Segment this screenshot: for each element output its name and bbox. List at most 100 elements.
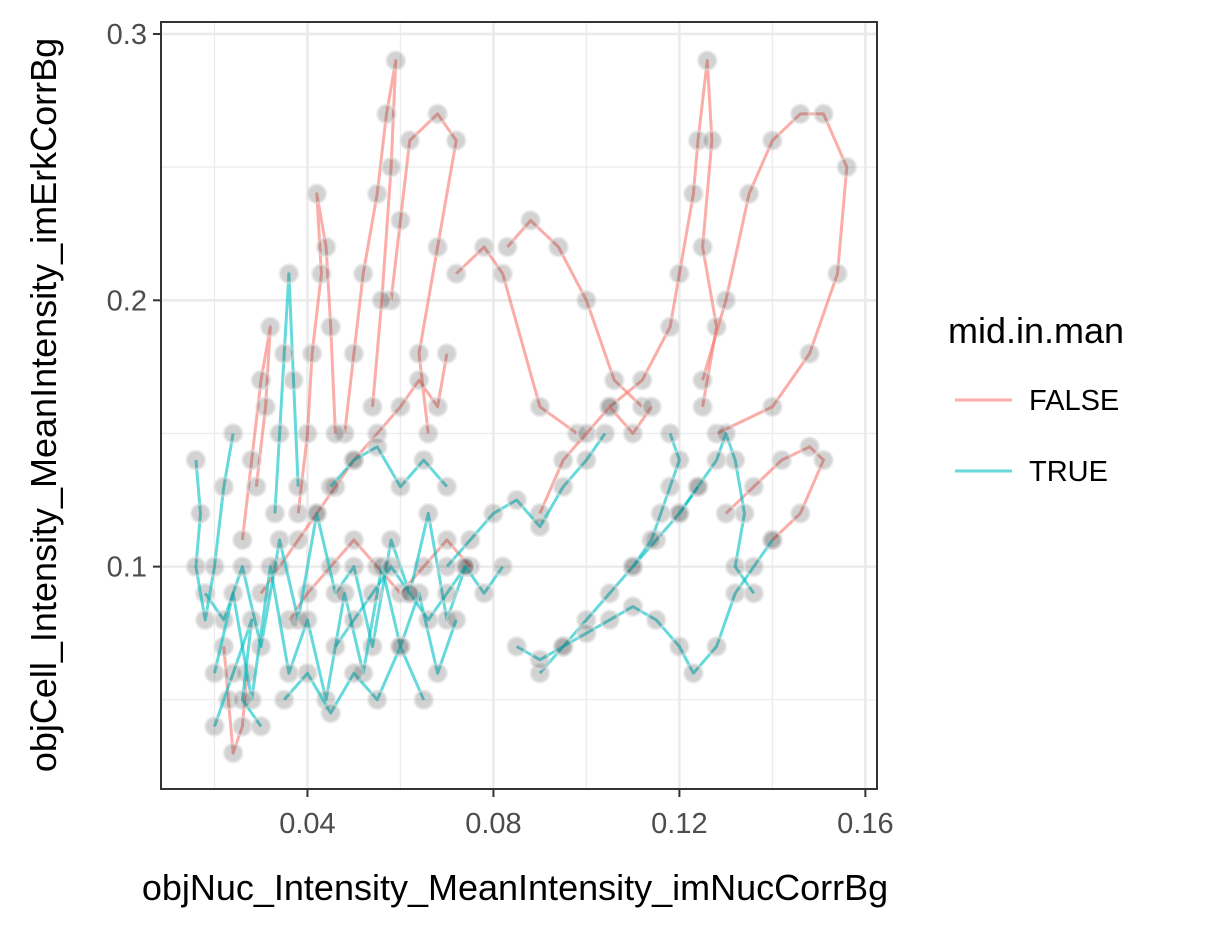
point-true-1-5 [297, 609, 318, 631]
point-true-9-0 [506, 636, 528, 657]
point-false-10-8 [408, 369, 430, 391]
x-axis-ticks: 0.04 0.08 0.12 0.16 [279, 790, 894, 840]
point-true-0-2 [231, 556, 253, 578]
point-true-2-1 [190, 502, 211, 524]
point-true-9-3 [575, 622, 597, 644]
point-false-5-2 [399, 130, 421, 151]
point-true-3-5 [287, 476, 309, 498]
track-true-12 [334, 565, 504, 648]
point-false-10-10 [436, 343, 458, 365]
point-false-3-3 [761, 130, 783, 151]
point-false-2-7 [701, 130, 723, 151]
track-false-7 [296, 192, 337, 514]
track-true-7 [445, 432, 607, 568]
point-false-11-3 [599, 396, 621, 418]
point-false-3-0 [692, 369, 714, 391]
point-true-11-2 [650, 502, 672, 524]
point-true-4-1 [222, 662, 244, 684]
point-true-12-6 [436, 582, 458, 604]
point-true-4-0 [204, 715, 225, 737]
point-false-0-2 [492, 263, 514, 285]
point-false-10-7 [389, 396, 411, 418]
point-false-11-5 [641, 396, 662, 418]
point-false-6-1 [343, 343, 365, 365]
point-false-4-1 [743, 476, 765, 498]
point-true-9-11 [743, 556, 765, 578]
point-true-3-2 [273, 343, 295, 365]
point-false-8-4 [255, 396, 277, 418]
point-false-1-1 [520, 209, 542, 231]
point-true-11-4 [668, 449, 690, 471]
point-true-6-5 [436, 476, 458, 498]
point-false-3-8 [799, 343, 821, 365]
point-true-6-0 [320, 476, 342, 498]
point-false-6-7 [371, 289, 393, 311]
point-false-12-3 [343, 529, 365, 551]
point-true-10-1 [687, 476, 709, 498]
point-false-7-7 [324, 423, 346, 444]
point-true-1-7 [334, 582, 356, 604]
point-true-9-10 [724, 582, 746, 604]
y-axis-ticks: 0.1 0.2 0.3 [107, 19, 160, 584]
point-false-1-4 [603, 369, 625, 391]
legend-label-true: TRUE [1029, 456, 1108, 488]
point-false-3-7 [827, 263, 848, 285]
point-true-2-4 [204, 556, 225, 578]
point-false-11-2 [575, 423, 597, 444]
point-true-11-1 [641, 529, 662, 551]
point-true-1-4 [278, 662, 300, 684]
point-true-9-12 [761, 529, 783, 551]
point-true-6-2 [366, 436, 388, 458]
point-false-0-1 [473, 236, 495, 258]
point-false-11-1 [552, 449, 574, 471]
track-false-5 [389, 112, 458, 434]
point-true-3-3 [278, 263, 300, 285]
point-false-2-1 [631, 369, 653, 391]
point-true-6-4 [413, 449, 435, 471]
point-false-10-2 [287, 529, 309, 551]
point-false-4-3 [799, 436, 821, 458]
track-true-5 [283, 645, 426, 715]
point-true-9-6 [645, 609, 667, 631]
point-true-0-4 [269, 529, 291, 551]
point-true-9-5 [622, 596, 644, 618]
point-false-6-5 [385, 50, 407, 72]
point-false-5-7 [417, 423, 439, 444]
track-true-4 [213, 618, 263, 728]
point-false-6-2 [352, 263, 374, 285]
point-false-2-2 [659, 316, 681, 338]
point-false-8-3 [259, 316, 281, 338]
point-true-5-1 [297, 662, 318, 684]
point-false-7-2 [301, 343, 323, 365]
y-tick-label-2: 0.3 [107, 19, 147, 51]
series-true [185, 263, 783, 737]
point-true-7-7 [594, 423, 616, 444]
point-true-1-3 [259, 556, 281, 578]
track-false-3 [701, 112, 849, 435]
point-true-9-8 [682, 662, 704, 684]
point-false-0-3 [529, 396, 551, 418]
point-true-10-5 [734, 502, 755, 524]
point-false-5-5 [427, 236, 449, 258]
point-false-8-1 [241, 449, 263, 471]
point-false-2-10 [692, 396, 714, 418]
x-axis-title: objNuc_Intensity_MeanIntensity_imNucCorr… [142, 867, 888, 908]
point-false-4-2 [771, 449, 793, 471]
track-false-1 [506, 218, 644, 408]
x-tick-label-2: 0.12 [651, 808, 707, 840]
point-true-6-1 [343, 449, 365, 471]
track-false-12 [287, 538, 472, 621]
point-false-4-5 [789, 502, 811, 524]
point-false-9-0 [213, 636, 235, 657]
point-true-0-6 [306, 502, 328, 524]
point-false-5-6 [408, 343, 430, 365]
point-false-5-1 [389, 209, 411, 231]
point-true-4-2 [241, 609, 263, 631]
point-true-10-0 [668, 502, 690, 524]
point-true-7-2 [482, 502, 504, 524]
series-layer [185, 50, 858, 764]
point-false-12-7 [436, 529, 458, 551]
point-true-9-7 [668, 636, 690, 657]
track-true-3 [273, 272, 300, 514]
point-false-0-0 [445, 263, 467, 285]
